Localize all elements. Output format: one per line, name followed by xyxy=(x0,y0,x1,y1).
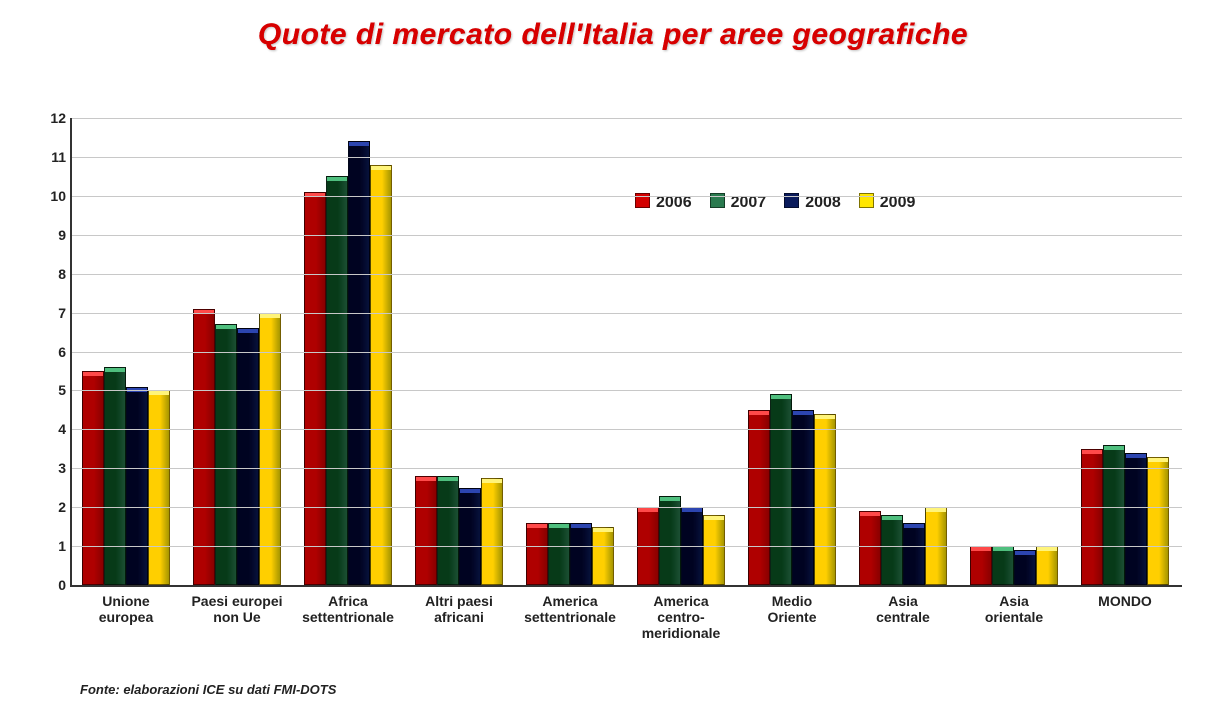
grid-line xyxy=(72,468,1182,469)
bar xyxy=(748,410,770,585)
source-note: Fonte: elaborazioni ICE su dati FMI-DOTS xyxy=(80,682,336,697)
grid-line xyxy=(72,274,1182,275)
x-tick-label: Altri paesiafricani xyxy=(404,585,515,625)
bar-cap xyxy=(1104,446,1124,450)
grid-line xyxy=(72,157,1182,158)
bar xyxy=(1147,457,1169,585)
bar-cap xyxy=(216,325,236,329)
x-tick-label: Asiaorientale xyxy=(959,585,1070,625)
bar-cap xyxy=(993,547,1013,551)
bar-cap xyxy=(527,524,547,528)
grid-line xyxy=(72,313,1182,314)
chart-page: Quote di mercato dell'Italia per aree ge… xyxy=(0,0,1226,711)
bar-cap xyxy=(882,516,902,520)
bar xyxy=(903,523,925,585)
grid-line xyxy=(72,235,1182,236)
bar-cap xyxy=(1082,450,1102,454)
bar-cap xyxy=(771,395,791,399)
bar xyxy=(148,390,170,585)
bar-cap xyxy=(682,508,702,512)
bar xyxy=(304,192,326,585)
grid-line xyxy=(72,196,1182,197)
x-tick-label: Americacentro-meridionale xyxy=(626,585,737,641)
bar-cap xyxy=(327,177,347,181)
bar xyxy=(570,523,592,585)
bar-cap xyxy=(371,166,391,170)
bar xyxy=(703,515,725,585)
x-tick-label: Asiacentrale xyxy=(848,585,959,625)
bar-cap xyxy=(238,329,258,333)
bar xyxy=(193,309,215,585)
bar xyxy=(82,371,104,585)
x-tick-label: Africasettentrionale xyxy=(293,585,404,625)
bar xyxy=(859,511,881,585)
bar xyxy=(481,478,503,585)
x-tick-label: MONDO xyxy=(1070,585,1181,609)
bar-cap xyxy=(1148,458,1168,462)
bar xyxy=(259,313,281,585)
bar xyxy=(548,523,570,585)
bar-cap xyxy=(149,391,169,395)
bar-cap xyxy=(416,477,436,481)
bar-cap xyxy=(438,477,458,481)
bar xyxy=(1014,550,1036,585)
bar xyxy=(437,476,459,585)
plot-area: 2006200720082009 UnioneeuropeaPaesi euro… xyxy=(70,118,1182,587)
grid-line xyxy=(72,546,1182,547)
bar xyxy=(881,515,903,585)
bar xyxy=(814,414,836,585)
x-tick-label: Unioneeuropea xyxy=(71,585,182,625)
grid-line xyxy=(72,390,1182,391)
bar xyxy=(370,165,392,585)
bar-cap xyxy=(549,524,569,528)
bar xyxy=(126,387,148,585)
bar-cap xyxy=(83,372,103,376)
bar xyxy=(592,527,614,585)
bar xyxy=(348,141,370,585)
grid-line xyxy=(72,118,1182,119)
grid-line xyxy=(72,429,1182,430)
x-tick-label: Paesi europeinon Ue xyxy=(182,585,293,625)
bar-cap xyxy=(593,528,613,532)
bar xyxy=(1103,445,1125,585)
bar-cap xyxy=(349,142,369,146)
bar xyxy=(770,394,792,585)
bar-cap xyxy=(482,479,502,483)
bar-cap xyxy=(460,489,480,493)
bar xyxy=(659,496,681,586)
bar xyxy=(1125,453,1147,585)
bar xyxy=(459,488,481,585)
bar-cap xyxy=(704,516,724,520)
bar xyxy=(970,546,992,585)
bar-cap xyxy=(1037,547,1057,551)
bar-cap xyxy=(793,411,813,415)
bar-cap xyxy=(105,368,125,372)
bar-cap xyxy=(815,415,835,419)
grid-line xyxy=(72,352,1182,353)
bar-cap xyxy=(660,497,680,501)
bar xyxy=(526,523,548,585)
bar-cap xyxy=(260,314,280,318)
bar-cap xyxy=(638,508,658,512)
bar xyxy=(792,410,814,585)
x-tick-label: Americasettentrionale xyxy=(515,585,626,625)
bar-cap xyxy=(860,512,880,516)
bar-cap xyxy=(926,508,946,512)
grid-line xyxy=(72,507,1182,508)
bar-cap xyxy=(749,411,769,415)
bar xyxy=(104,367,126,585)
bar-cap xyxy=(1015,551,1035,555)
x-tick-label: MedioOriente xyxy=(737,585,848,625)
bar-cap xyxy=(971,547,991,551)
chart-title: Quote di mercato dell'Italia per aree ge… xyxy=(0,18,1226,52)
bar xyxy=(415,476,437,585)
bar-cap xyxy=(571,524,591,528)
bar-cap xyxy=(1126,454,1146,458)
bar xyxy=(992,546,1014,585)
bar-cap xyxy=(904,524,924,528)
bar xyxy=(326,176,348,585)
bar xyxy=(1036,546,1058,585)
